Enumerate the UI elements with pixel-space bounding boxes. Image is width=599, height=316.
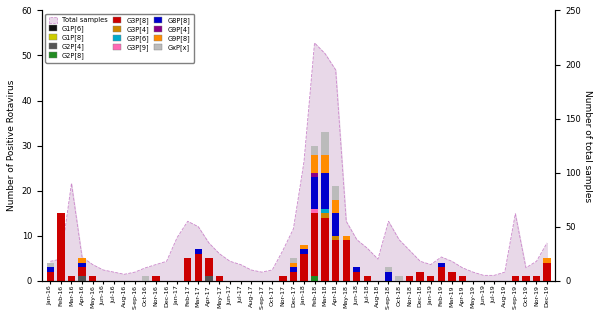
Bar: [290, 272, 297, 281]
Bar: [385, 267, 392, 272]
Bar: [322, 213, 329, 218]
Bar: [290, 258, 297, 263]
Bar: [216, 276, 223, 281]
Bar: [47, 263, 54, 267]
Bar: [47, 267, 54, 272]
Bar: [195, 249, 202, 254]
Bar: [195, 254, 202, 281]
Bar: [290, 263, 297, 267]
Bar: [78, 263, 86, 267]
Bar: [533, 276, 540, 281]
Bar: [311, 146, 318, 155]
Bar: [322, 132, 329, 155]
Y-axis label: Number of Positive Rotavirus: Number of Positive Rotavirus: [7, 80, 16, 211]
Bar: [68, 276, 75, 281]
Bar: [427, 276, 434, 281]
Bar: [438, 263, 445, 267]
Bar: [332, 213, 340, 236]
Bar: [438, 267, 445, 281]
Bar: [311, 209, 318, 213]
Bar: [311, 177, 318, 209]
Bar: [311, 276, 318, 281]
Bar: [322, 173, 329, 209]
Bar: [332, 186, 340, 200]
Bar: [47, 272, 54, 281]
Bar: [78, 258, 86, 263]
Bar: [353, 272, 361, 281]
Bar: [322, 155, 329, 173]
Bar: [406, 276, 413, 281]
Bar: [205, 258, 213, 276]
Bar: [543, 258, 550, 263]
Bar: [522, 276, 530, 281]
Bar: [300, 245, 308, 249]
Bar: [184, 258, 192, 281]
Bar: [332, 240, 340, 281]
Bar: [395, 276, 403, 281]
Legend: Total samples, G1P[6], G1P[8], G2P[4], G2P[8], G3P[8], G3P[4], G3P[6], G3P[9], G: Total samples, G1P[6], G1P[8], G2P[4], G…: [45, 14, 194, 63]
Bar: [343, 240, 350, 281]
Bar: [322, 209, 329, 213]
Bar: [416, 272, 424, 281]
Bar: [543, 263, 550, 281]
Bar: [300, 254, 308, 281]
Bar: [78, 276, 86, 281]
Bar: [385, 272, 392, 281]
Bar: [311, 173, 318, 177]
Bar: [448, 272, 456, 281]
Bar: [300, 249, 308, 254]
Bar: [142, 276, 149, 281]
Bar: [89, 276, 96, 281]
Bar: [311, 155, 318, 173]
Bar: [512, 276, 519, 281]
Bar: [78, 267, 86, 276]
Bar: [322, 218, 329, 281]
Bar: [311, 213, 318, 276]
Bar: [364, 276, 371, 281]
Y-axis label: Number of total samples: Number of total samples: [583, 89, 592, 202]
Bar: [205, 276, 213, 281]
Bar: [459, 276, 466, 281]
Bar: [332, 236, 340, 240]
Bar: [353, 267, 361, 272]
Bar: [152, 276, 160, 281]
Bar: [332, 200, 340, 213]
Bar: [343, 236, 350, 240]
Bar: [279, 276, 286, 281]
Bar: [57, 213, 65, 281]
Bar: [290, 267, 297, 272]
